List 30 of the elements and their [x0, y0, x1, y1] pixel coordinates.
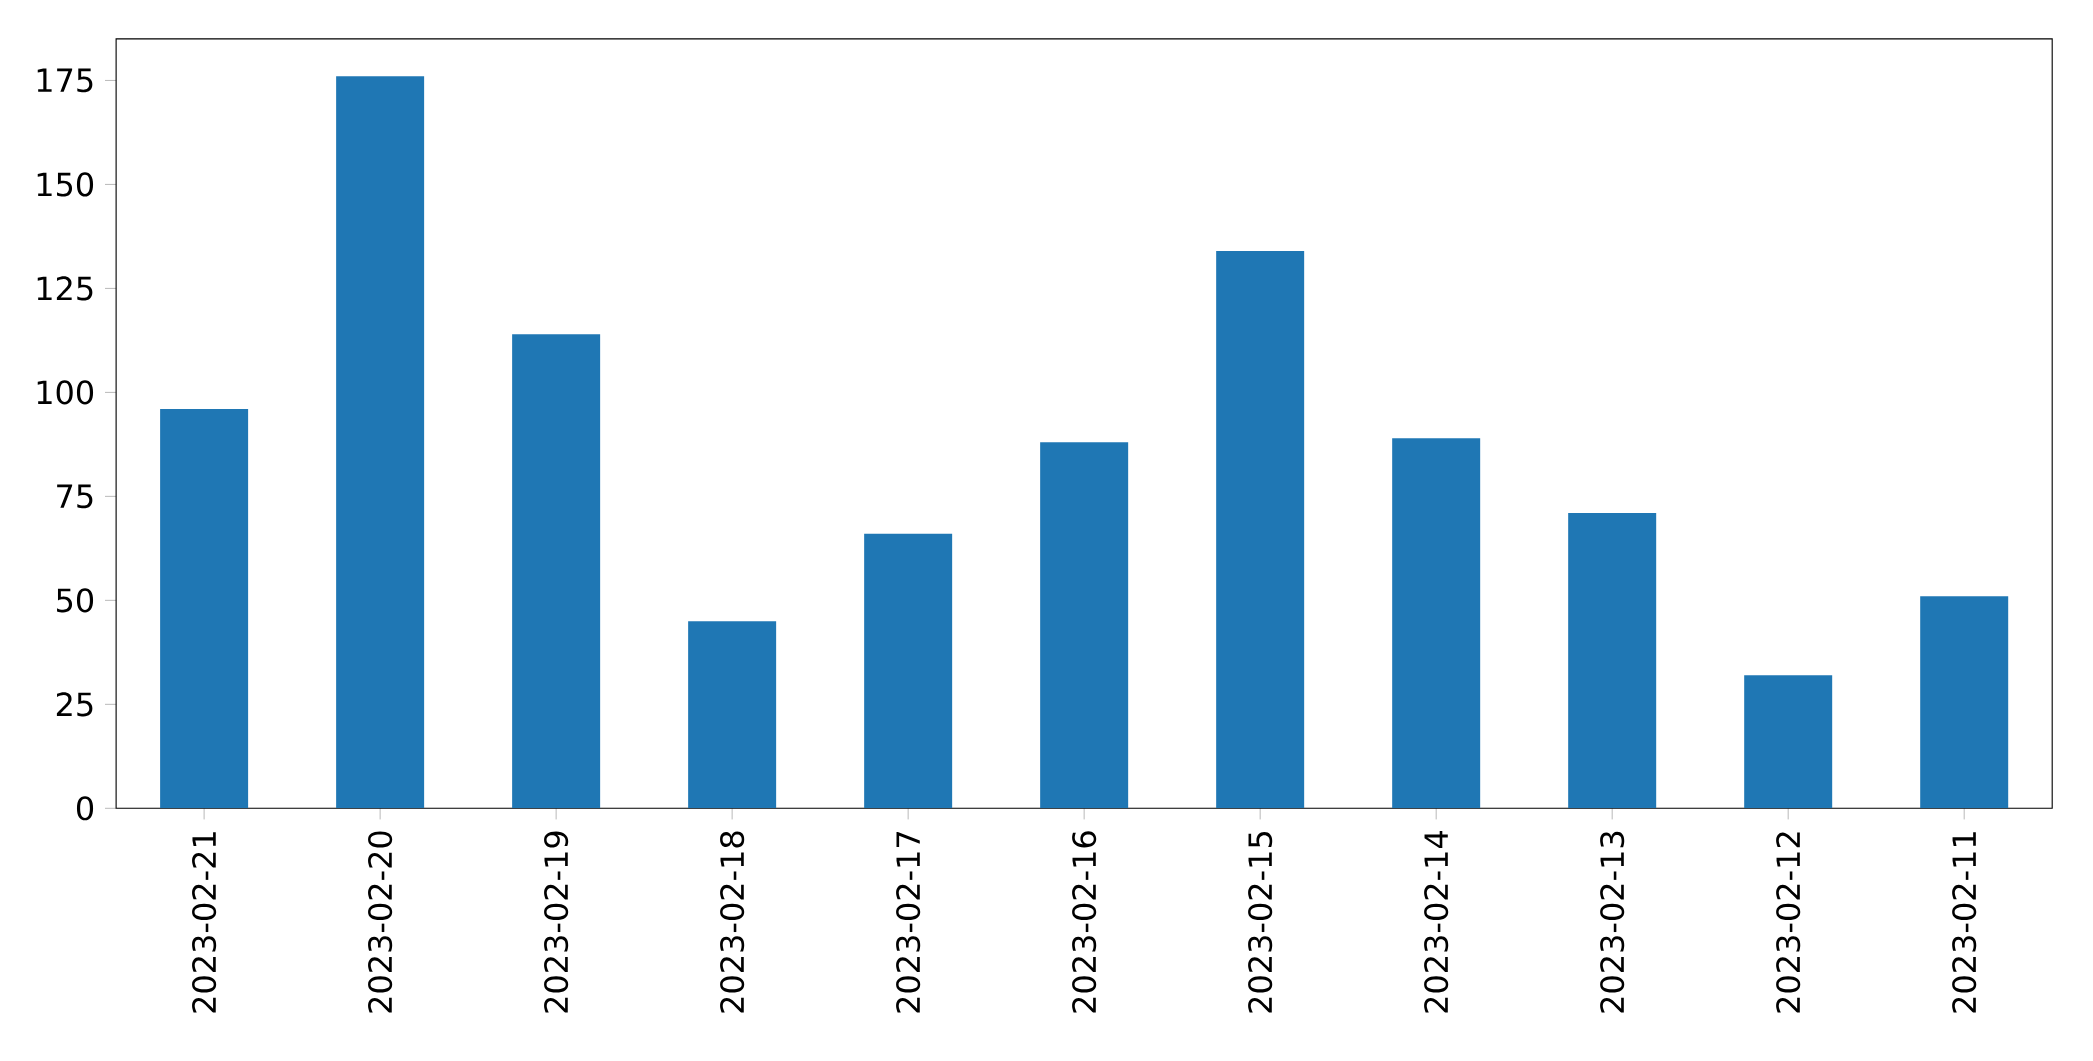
y-tick-label: 100: [37, 380, 94, 405]
x-tick-label: 2023-02-19: [544, 831, 569, 1013]
x-tick-label: 2023-02-21: [192, 832, 217, 1013]
y-tick-label: 125: [37, 276, 93, 301]
y-tick-label: 75: [57, 484, 93, 509]
bar: [864, 533, 953, 809]
bar: [688, 621, 777, 809]
x-tick-label: 2023-02-18: [720, 831, 745, 1013]
x-tick-label: 2023-02-14: [1424, 831, 1449, 1013]
x-tick-label: 2023-02-17: [896, 831, 921, 1013]
bar: [1392, 438, 1481, 809]
x-tick-label: 2023-02-11: [1952, 832, 1977, 1013]
y-tick-label: 150: [37, 172, 94, 197]
bar: [1744, 675, 1833, 809]
y-tick-label: 0: [76, 796, 94, 821]
x-tick-label: 2023-02-12: [1776, 832, 1801, 1013]
bar: [1216, 250, 1305, 809]
bar: [1040, 442, 1129, 809]
x-tick-label: 2023-02-20: [368, 831, 393, 1013]
bar: [512, 334, 601, 809]
bar: [160, 409, 249, 809]
y-tick-label: 175: [37, 68, 93, 93]
bar: [1920, 596, 2009, 809]
x-tick-label: 2023-02-15: [1248, 832, 1273, 1013]
y-tick-label: 25: [56, 692, 93, 717]
bar: [1568, 512, 1657, 809]
y-tick-label: 50: [57, 588, 94, 613]
x-tick-label: 2023-02-13: [1600, 831, 1625, 1013]
bar: [336, 76, 425, 809]
x-tick-label: 2023-02-16: [1072, 831, 1097, 1013]
